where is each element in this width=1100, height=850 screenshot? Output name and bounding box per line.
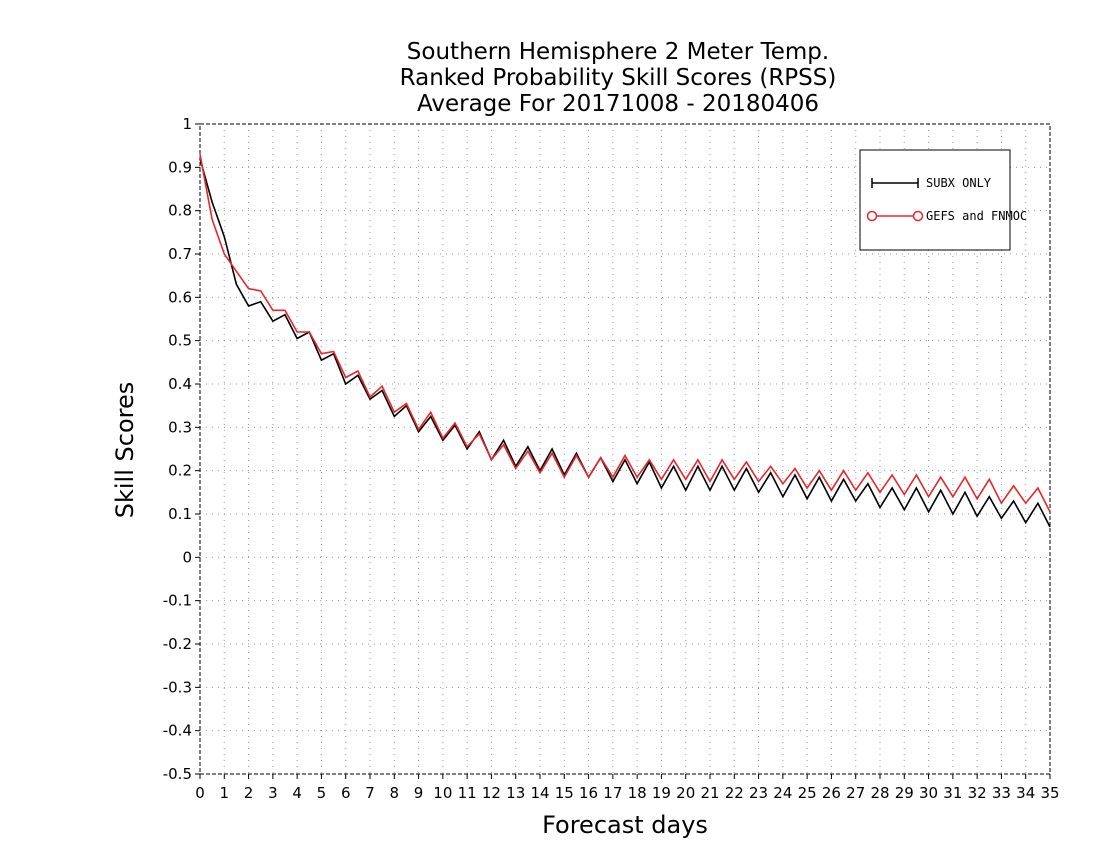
legend-entry-gefs: GEFS and FNMOC bbox=[866, 209, 1027, 223]
x-tick-label: 35 bbox=[1040, 784, 1059, 802]
legend-entry-subx: SUBX ONLY bbox=[871, 176, 992, 190]
x-tick-label: 16 bbox=[579, 784, 598, 802]
x-tick-label: 0 bbox=[195, 784, 205, 802]
title-line-3: Average For 20171008 - 20180406 bbox=[417, 91, 819, 117]
x-tick-label: 32 bbox=[968, 784, 987, 802]
x-tick-label: 26 bbox=[822, 784, 841, 802]
x-tick-label: 12 bbox=[482, 784, 501, 802]
circle-marker-icon bbox=[912, 210, 924, 222]
x-tick-label: 2 bbox=[244, 784, 254, 802]
legend-label-subx: SUBX ONLY bbox=[926, 176, 992, 190]
series-line-gefs bbox=[199, 154, 1051, 513]
x-tick-label: 8 bbox=[390, 784, 400, 802]
x-tick-label: 7 bbox=[365, 784, 375, 802]
title-line-2: Ranked Probability Skill Scores (RPSS) bbox=[400, 65, 837, 91]
grid bbox=[200, 124, 1050, 774]
y-tick-label: 0.8 bbox=[168, 202, 192, 220]
x-tick-label: 13 bbox=[506, 784, 525, 802]
x-tick-label: 28 bbox=[870, 784, 889, 802]
x-tick-label: 5 bbox=[317, 784, 327, 802]
y-tick-label: 0.2 bbox=[168, 462, 192, 480]
x-tick-label: 18 bbox=[628, 784, 647, 802]
x-tick-label: 25 bbox=[798, 784, 817, 802]
x-tick-label: 23 bbox=[749, 784, 768, 802]
x-tick-label: 19 bbox=[652, 784, 671, 802]
x-tick-label: 27 bbox=[846, 784, 865, 802]
x-tick-label: 6 bbox=[341, 784, 351, 802]
y-tick-label: 0 bbox=[182, 548, 192, 566]
series-line-subx bbox=[199, 158, 1051, 528]
x-tick-label: 15 bbox=[555, 784, 574, 802]
x-tick-label: 9 bbox=[414, 784, 424, 802]
x-tick-label: 33 bbox=[992, 784, 1011, 802]
legend-label-gefs: GEFS and FNMOC bbox=[926, 209, 1027, 223]
x-tick-label: 24 bbox=[773, 784, 792, 802]
x-tick-label: 10 bbox=[433, 784, 452, 802]
x-tick-label: 29 bbox=[895, 784, 914, 802]
y-tick-label: 0.5 bbox=[168, 332, 192, 350]
y-tick-label: 0.1 bbox=[168, 505, 192, 523]
x-tick-label: 1 bbox=[220, 784, 230, 802]
x-tick-label: 31 bbox=[943, 784, 962, 802]
y-tick-label: -0.4 bbox=[163, 722, 192, 740]
y-tick-label: 1 bbox=[182, 115, 192, 133]
y-tick-label: 0.6 bbox=[168, 288, 192, 306]
y-tick-label: -0.3 bbox=[163, 678, 192, 696]
x-tick-label: 20 bbox=[676, 784, 695, 802]
x-tick-label: 11 bbox=[458, 784, 477, 802]
x-axis-label: Forecast days bbox=[542, 811, 708, 839]
y-tick-label: -0.5 bbox=[163, 765, 192, 783]
x-tick-label: 22 bbox=[725, 784, 744, 802]
y-axis-label: Skill Scores bbox=[111, 382, 139, 519]
y-tick-label: 0.7 bbox=[168, 245, 192, 263]
x-tick-label: 17 bbox=[603, 784, 622, 802]
y-tick-label: 0.9 bbox=[168, 158, 192, 176]
y-tick-label: 0.3 bbox=[168, 418, 192, 436]
x-tick-label: 34 bbox=[1016, 784, 1035, 802]
x-tick-label: 21 bbox=[700, 784, 719, 802]
x-tick-label: 14 bbox=[530, 784, 549, 802]
x-tick-label: 30 bbox=[919, 784, 938, 802]
chart-title: Southern Hemisphere 2 Meter Temp. Ranked… bbox=[400, 39, 837, 117]
y-tick-label: -0.2 bbox=[163, 635, 192, 653]
circle-marker-icon bbox=[866, 210, 878, 222]
series-lines bbox=[199, 154, 1051, 528]
legend: SUBX ONLY GEFS and FNMOC bbox=[859, 149, 1027, 251]
legend-box bbox=[859, 149, 1011, 251]
x-tick-label: 3 bbox=[268, 784, 278, 802]
title-line-1: Southern Hemisphere 2 Meter Temp. bbox=[407, 39, 829, 65]
y-tick-label: -0.1 bbox=[163, 592, 192, 610]
x-tick-label: 4 bbox=[292, 784, 302, 802]
axis-ticks: 0 1 2 3 4 5 6 7 8 9 10 11 12 13 14 15 16 17 18 19 20 21 22 23 24… bbox=[163, 115, 1060, 802]
y-tick-label: 0.4 bbox=[168, 375, 192, 393]
